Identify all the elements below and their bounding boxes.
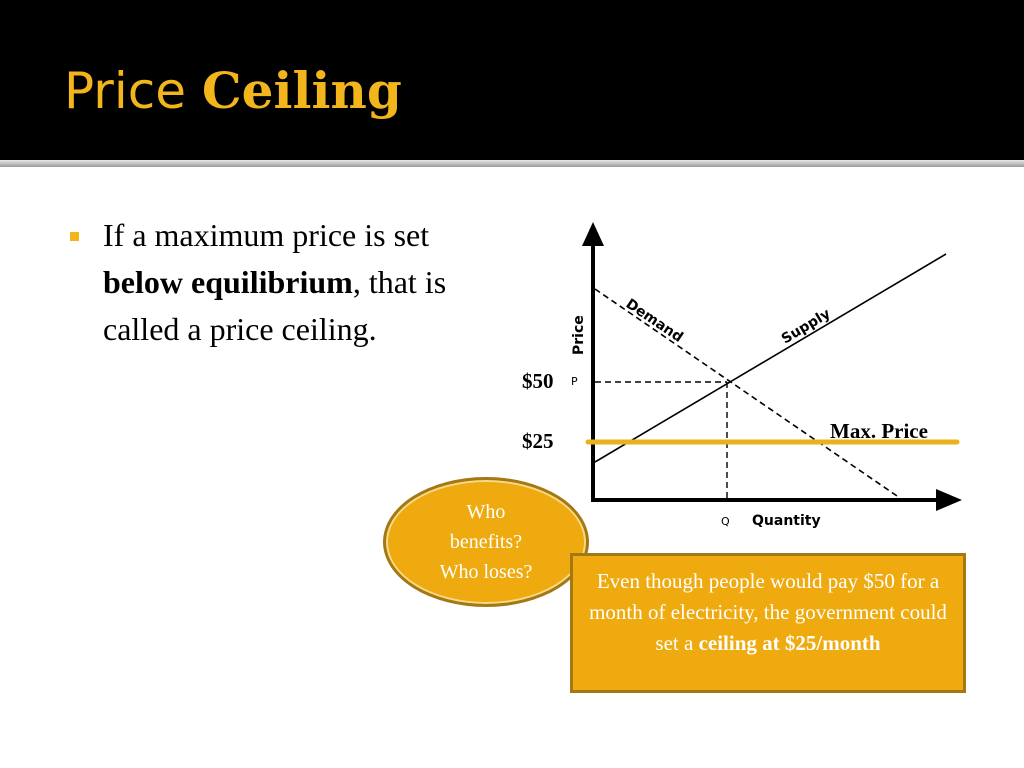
slide-title: Price Ceiling xyxy=(64,56,402,126)
y-axis-arrow-icon xyxy=(582,222,604,246)
q-marker: Q xyxy=(721,515,730,528)
explanation-text: Even though people would pay $50 for a m… xyxy=(589,569,947,655)
demand-label: Demand xyxy=(623,296,686,346)
slide-title-bold: Ceiling xyxy=(201,61,402,120)
question-bubble: Who benefits? Who loses? xyxy=(383,477,589,607)
supply-curve xyxy=(594,253,947,463)
y-axis-label: Price xyxy=(571,315,587,355)
explanation-box: Even though people would pay $50 for a m… xyxy=(570,553,966,693)
supply-label: Supply xyxy=(779,306,834,348)
question-line-3: Who loses? xyxy=(439,561,533,583)
x-axis-arrow-icon xyxy=(936,489,962,511)
p-marker: P xyxy=(571,375,578,388)
bullet-text-part1: If a maximum price is set xyxy=(103,217,430,253)
ceiling-price-label: $25 xyxy=(522,429,554,453)
bullet-text: If a maximum price is set below equilibr… xyxy=(103,212,513,353)
x-axis-label: Quantity xyxy=(752,513,821,529)
max-price-label: Max. Price xyxy=(830,419,928,443)
explanation-bold: ceiling at $25/month xyxy=(698,631,881,655)
bullet-text-bold: below equilibrium xyxy=(103,264,353,300)
bullet-square-icon xyxy=(70,232,79,241)
question-line-1: Who xyxy=(466,501,506,523)
title-band xyxy=(0,0,1024,160)
bullet-text-part2: , that is called a price ceiling. xyxy=(103,264,447,347)
equilibrium-price-label: $50 xyxy=(522,369,554,393)
question-line-2: benefits? xyxy=(449,531,523,553)
title-divider xyxy=(0,160,1024,167)
slide-title-normal: Price xyxy=(64,62,202,120)
demand-curve xyxy=(594,288,901,499)
